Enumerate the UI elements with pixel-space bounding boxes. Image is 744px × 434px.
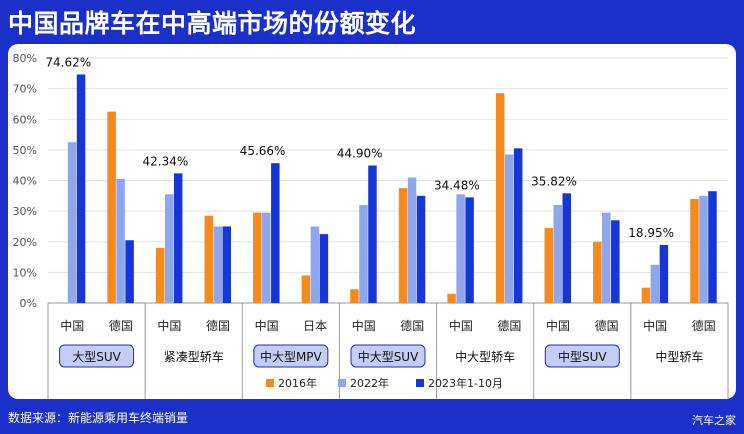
x-category-label: 德国 xyxy=(595,318,619,333)
x-category-label: 德国 xyxy=(109,318,133,333)
legend-label: 2016年 xyxy=(278,376,317,390)
data-label: 45.66% xyxy=(240,144,286,158)
group-label: 中型SUV xyxy=(558,349,607,364)
x-category-label: 德国 xyxy=(692,318,716,333)
legend-swatch xyxy=(338,379,346,387)
y-tick-label: 10% xyxy=(13,266,37,279)
data-label: 44.90% xyxy=(337,146,383,160)
y-tick-label: 20% xyxy=(13,236,37,249)
bar-2023 xyxy=(611,220,620,303)
page-title: 中国品牌车在中高端市场的份额变化 xyxy=(8,9,417,38)
bar-2022 xyxy=(164,194,174,303)
bar-2016 xyxy=(204,215,213,303)
legend-swatch xyxy=(416,379,424,387)
x-category-label: 中国 xyxy=(449,318,473,333)
data-label: 18.95% xyxy=(628,226,674,240)
x-category-label: 德国 xyxy=(206,318,230,333)
bar-2023 xyxy=(562,193,571,303)
x-category-label: 中国 xyxy=(157,318,181,333)
x-category-label: 中国 xyxy=(643,318,667,333)
group-label-pill xyxy=(544,344,620,368)
bar-2022 xyxy=(310,226,320,303)
y-tick-label: 60% xyxy=(13,113,37,126)
y-tick-label: 0% xyxy=(20,297,37,310)
bar-2016 xyxy=(155,247,165,303)
data-label: 74.62% xyxy=(45,55,91,69)
x-category-label: 中国 xyxy=(60,318,84,333)
data-source-note: 数据来源：新能源乘用车终端销量 xyxy=(8,411,189,425)
bar-2022 xyxy=(262,212,271,303)
y-tick-label: 40% xyxy=(13,175,37,188)
bar-2023 xyxy=(76,74,86,303)
bar-2022 xyxy=(456,194,465,303)
group-label: 大型SUV xyxy=(72,350,121,364)
group-label: 中大型MPV xyxy=(260,349,323,364)
bar-2023 xyxy=(513,148,523,303)
x-category-label: 德国 xyxy=(497,318,521,333)
bar-2022 xyxy=(553,205,562,303)
bar-2023 xyxy=(125,240,134,303)
bar-2022 xyxy=(67,142,77,303)
bar-2016 xyxy=(301,275,311,303)
bar-2022 xyxy=(116,178,125,303)
legend-label: 2022年 xyxy=(350,376,389,390)
bar-2016 xyxy=(107,111,116,303)
group-label-pill xyxy=(350,344,426,368)
bar-2023 xyxy=(173,173,183,303)
x-category-label: 中国 xyxy=(255,318,279,333)
bar-2023 xyxy=(708,191,717,303)
x-category-label: 中国 xyxy=(352,318,376,333)
bar-2016 xyxy=(641,287,651,303)
bar-2022 xyxy=(699,195,708,303)
data-label: 35.82% xyxy=(531,174,577,188)
watermark: 汽车之家 xyxy=(692,414,736,427)
bar-2023 xyxy=(271,163,280,303)
bar-2022 xyxy=(504,154,514,303)
legend-label: 2023年1-10月 xyxy=(428,376,503,390)
group-label: 中大型SUV xyxy=(358,349,419,364)
group-label: 中型轿车 xyxy=(655,349,703,364)
bar-2023 xyxy=(222,226,231,303)
bar-2022 xyxy=(359,205,368,303)
bar-2023 xyxy=(465,197,474,303)
y-tick-label: 80% xyxy=(13,52,37,65)
bar-2016 xyxy=(690,198,699,303)
bar-2016 xyxy=(495,93,505,303)
bar-2022 xyxy=(407,177,417,303)
x-category-label: 德国 xyxy=(400,318,424,333)
y-tick-label: 70% xyxy=(13,83,37,96)
bar-2022 xyxy=(213,226,222,303)
bar-2023 xyxy=(659,244,669,303)
bar-2016 xyxy=(447,293,456,303)
chart-panel: 0% 10% 20% 30% 40% 50% 60% 70% 80% 中国 德国大型SUV 74.62… xyxy=(8,44,736,399)
x-category-label: 中国 xyxy=(546,318,570,333)
bar-2016 xyxy=(253,212,262,303)
group-label: 紧凑型轿车 xyxy=(164,349,224,364)
bar-2023 xyxy=(368,165,377,303)
bar-2016 xyxy=(398,188,408,303)
data-label: 34.48% xyxy=(434,178,480,192)
group-label-pill xyxy=(253,344,329,368)
bar-2023 xyxy=(416,195,426,303)
bar-2016 xyxy=(593,241,602,303)
y-tick-label: 50% xyxy=(13,144,37,157)
group-label: 中大型轿车 xyxy=(455,349,515,364)
data-label: 42.34% xyxy=(143,154,189,168)
bar-2022 xyxy=(602,212,611,303)
x-category-label: 日本 xyxy=(303,319,327,333)
group-label-pill xyxy=(59,344,135,368)
bar-2016 xyxy=(350,289,359,303)
bar-2023 xyxy=(319,234,329,303)
bar-2016 xyxy=(544,227,553,303)
y-tick-label: 30% xyxy=(13,205,37,218)
legend-swatch xyxy=(266,379,274,387)
bar-2022 xyxy=(650,264,660,303)
